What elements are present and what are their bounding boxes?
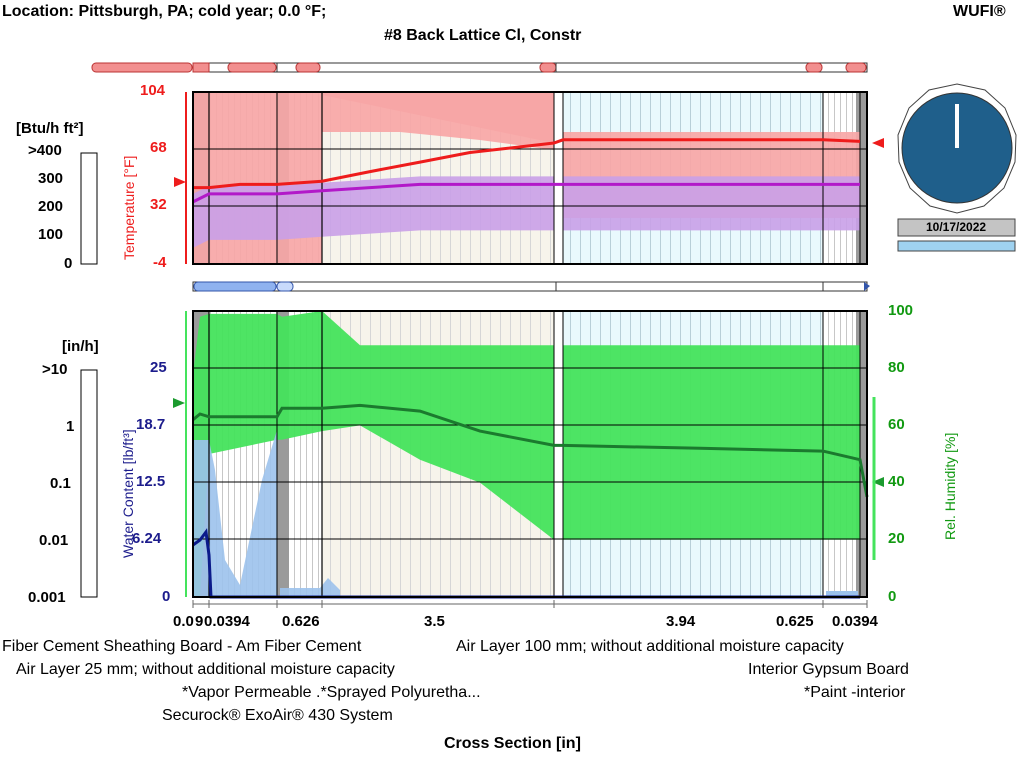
- rh-tick: 0: [888, 588, 897, 605]
- moisture-panel: [173, 310, 884, 599]
- material-label: Interior Gypsum Board: [748, 661, 909, 678]
- moisture-flux-tick: 0.01: [39, 532, 69, 549]
- chart-title: #8 Back Lattice Cl, Constr: [384, 27, 582, 44]
- exterior-rh-marker: [173, 398, 185, 408]
- top-layer-bar: [91, 62, 868, 73]
- temperature-axis-label: Temperature [°F]: [121, 155, 137, 260]
- heat-flux-unit: [Btu/h ft²]: [16, 120, 84, 137]
- material-label: Securock® ExoAir® 430 System: [162, 707, 393, 724]
- top-bar-marker: [192, 62, 210, 73]
- top-bar-marker: [539, 62, 557, 73]
- moisture-flux-tick: >10: [42, 361, 68, 378]
- top-bar-marker: [91, 62, 193, 73]
- interior-rh-marker: [872, 477, 884, 487]
- water-content-tick: 12.5: [136, 473, 166, 490]
- top-bar-marker: [295, 62, 321, 73]
- temperature-tick: 32: [150, 196, 167, 213]
- thickness-label: 3.5: [424, 613, 445, 630]
- clock-date: 10/17/2022: [926, 220, 987, 234]
- location-label: Location: Pittsburgh, PA; cold year; 0.0…: [2, 3, 327, 20]
- interior-temperature-marker: [872, 138, 884, 148]
- exterior-temperature-marker: [174, 177, 186, 187]
- thickness-label: 0.0394: [832, 613, 878, 630]
- heat-flux-tick: 0: [64, 255, 73, 272]
- top-bar-marker: [845, 62, 867, 73]
- thickness-label: 0.0394: [204, 613, 250, 630]
- heat-flux-tick: >400: [28, 142, 62, 159]
- thickness-label: 0.625: [776, 613, 814, 630]
- water-content-tick: 25: [150, 359, 167, 376]
- moisture-flux-tick: 0.001: [28, 589, 66, 606]
- thickness-label: 3.94: [666, 613, 696, 630]
- date-clock: [897, 83, 1017, 252]
- material-label: Fiber Cement Sheathing Board - Am Fiber …: [2, 638, 362, 655]
- material-label: Air Layer 25 mm; without additional mois…: [16, 661, 395, 678]
- rh-tick: 40: [888, 473, 905, 490]
- moisture-flux-tick: 1: [66, 418, 75, 435]
- temperature-tick: 104: [140, 82, 166, 99]
- temperature-panel: [174, 91, 884, 265]
- heat-flux-tick: 200: [38, 198, 64, 215]
- cross-section-title: Cross Section [in]: [444, 735, 581, 752]
- mid-bar-marker: [193, 281, 277, 292]
- thickness-label: 0.626: [282, 613, 320, 630]
- moisture-flux-gauge: [80, 369, 98, 598]
- top-bar-marker: [227, 62, 277, 73]
- moisture-flux-tick: 0.1: [50, 475, 71, 492]
- material-label: Air Layer 100 mm; without additional moi…: [456, 638, 844, 655]
- rh-tick: 80: [888, 359, 905, 376]
- heat-flux-tick: 300: [38, 170, 64, 187]
- thickness-label: 9: [195, 613, 204, 630]
- water-content-tick: 6.24: [132, 530, 162, 547]
- rel-humidity-axis-label: Rel. Humidity [%]: [942, 432, 958, 540]
- middle-layer-bar: [192, 281, 870, 292]
- rh-tick: 60: [888, 416, 905, 433]
- material-label: *Paint -interior: [804, 684, 906, 701]
- temperature-tick: 68: [150, 139, 167, 156]
- water-content-tick: 0: [162, 588, 171, 605]
- water-content-tick: 18.7: [136, 416, 166, 433]
- material-label: *Vapor Permeable .*Sprayed Polyuretha...: [182, 684, 481, 701]
- cross-section-axis: [192, 600, 868, 608]
- heat-flux-gauge: [80, 152, 98, 265]
- moisture-flux-unit: [in/h]: [62, 338, 99, 355]
- mid-bar-marker: [276, 281, 294, 292]
- thickness-label: 0.0: [173, 613, 194, 630]
- heat-flux-tick: 100: [38, 226, 64, 243]
- rh-tick: 20: [888, 530, 905, 547]
- top-bar-marker: [805, 62, 823, 73]
- rh-tick: 100: [888, 302, 914, 319]
- wufi-logo: WUFI®: [953, 3, 1006, 20]
- temperature-tick: -4: [153, 254, 167, 271]
